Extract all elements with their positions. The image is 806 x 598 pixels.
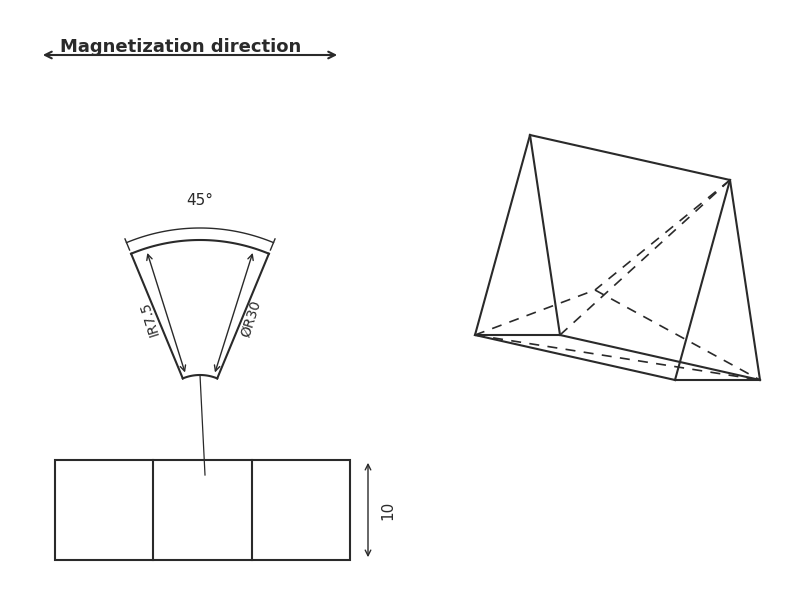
- Bar: [55, 460, 350, 560]
- Text: ØR30: ØR30: [239, 298, 264, 338]
- Text: Magnetization direction: Magnetization direction: [60, 38, 301, 56]
- Text: 10: 10: [380, 501, 395, 520]
- Text: 45°: 45°: [186, 193, 214, 208]
- Text: IR7.5: IR7.5: [137, 299, 161, 337]
